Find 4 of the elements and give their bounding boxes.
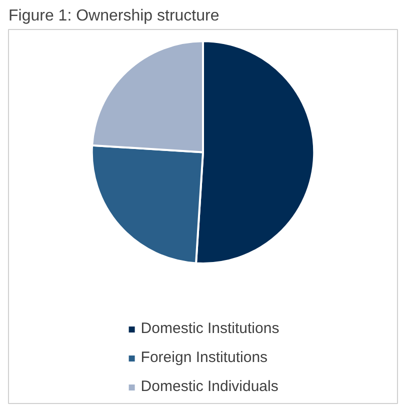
legend-label: Domestic Institutions	[140, 320, 280, 337]
chart-title: Figure 1: Ownership structure	[8, 8, 220, 24]
legend-label: Domestic Individuals	[140, 378, 278, 395]
legend-label: Foreign Institutions	[140, 349, 268, 366]
